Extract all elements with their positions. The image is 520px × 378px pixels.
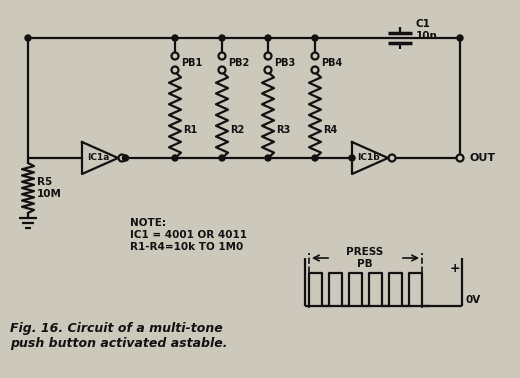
- Text: PRESS
PB: PRESS PB: [346, 247, 384, 269]
- Circle shape: [119, 155, 125, 161]
- Circle shape: [311, 67, 318, 73]
- Circle shape: [172, 67, 178, 73]
- Circle shape: [457, 155, 463, 161]
- Text: C1
10n: C1 10n: [416, 19, 438, 41]
- Circle shape: [123, 155, 128, 161]
- Text: PB2: PB2: [228, 58, 249, 68]
- Text: IC1b: IC1b: [357, 153, 379, 163]
- Circle shape: [457, 35, 463, 41]
- Text: Fig. 16. Circuit of a multi-tone
push button activated astable.: Fig. 16. Circuit of a multi-tone push bu…: [10, 322, 228, 350]
- Circle shape: [265, 155, 271, 161]
- Circle shape: [25, 35, 31, 41]
- Circle shape: [172, 35, 178, 41]
- Circle shape: [265, 35, 271, 41]
- Circle shape: [312, 155, 318, 161]
- Text: PB3: PB3: [274, 58, 295, 68]
- Text: IC1a: IC1a: [87, 153, 109, 163]
- Circle shape: [349, 155, 355, 161]
- Text: 0V: 0V: [465, 295, 480, 305]
- Circle shape: [311, 53, 318, 59]
- Circle shape: [218, 53, 226, 59]
- Circle shape: [265, 67, 271, 73]
- Circle shape: [312, 35, 318, 41]
- Circle shape: [388, 155, 396, 161]
- Text: R4: R4: [323, 125, 337, 135]
- Circle shape: [457, 155, 463, 161]
- Circle shape: [219, 35, 225, 41]
- Text: NOTE:: NOTE:: [130, 218, 166, 228]
- Circle shape: [172, 155, 178, 161]
- Circle shape: [218, 67, 226, 73]
- Circle shape: [219, 155, 225, 161]
- Text: +: +: [449, 262, 460, 276]
- Text: PB1: PB1: [181, 58, 202, 68]
- Text: R2: R2: [230, 125, 244, 135]
- Text: R5
10M: R5 10M: [37, 177, 62, 199]
- Text: R1-R4=10k TO 1M0: R1-R4=10k TO 1M0: [130, 242, 243, 252]
- Text: R3: R3: [276, 125, 290, 135]
- Text: PB4: PB4: [321, 58, 342, 68]
- Circle shape: [172, 53, 178, 59]
- Text: IC1 = 4001 OR 4011: IC1 = 4001 OR 4011: [130, 230, 247, 240]
- Circle shape: [265, 53, 271, 59]
- Text: R1: R1: [183, 125, 197, 135]
- Text: OUT: OUT: [470, 153, 496, 163]
